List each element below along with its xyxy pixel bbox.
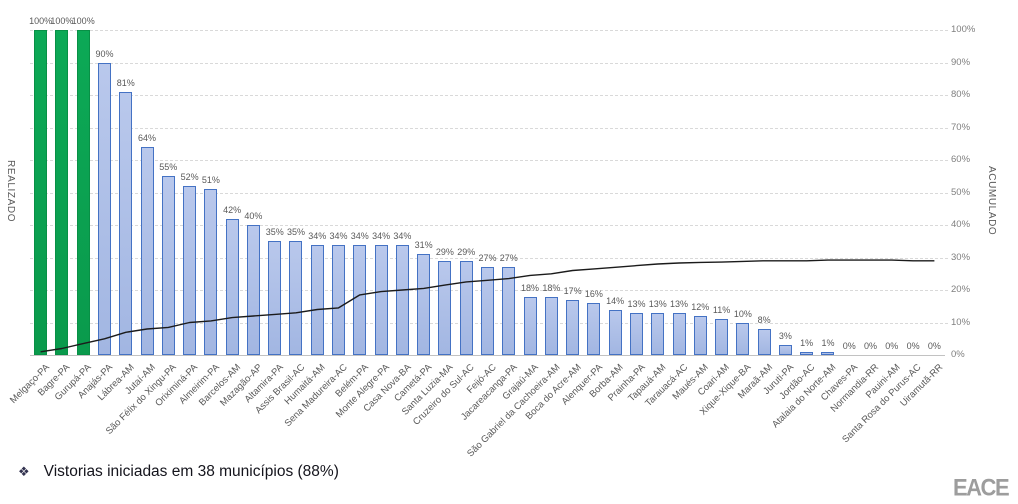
y-axis-tick-label: 20% xyxy=(951,284,971,295)
gridline xyxy=(30,30,948,31)
y-axis-tick-label: 50% xyxy=(951,186,971,198)
gridline xyxy=(30,257,948,259)
gridline xyxy=(30,95,948,96)
bar xyxy=(821,351,835,355)
y-axis-tick-label: 40% xyxy=(951,219,971,230)
bar xyxy=(332,244,346,355)
gridline xyxy=(30,192,948,194)
bar xyxy=(800,351,814,355)
bar-value-label: 40% xyxy=(244,211,263,221)
bar xyxy=(268,241,282,355)
annotation-text: Vistorias iniciadas em 38 municípios (88… xyxy=(43,463,339,480)
bar xyxy=(225,218,239,355)
bar-value-label: 34% xyxy=(350,230,369,241)
bar xyxy=(310,244,324,355)
bar xyxy=(395,244,409,355)
gridline xyxy=(30,225,948,226)
bar-value-label: 34% xyxy=(329,230,348,241)
bar xyxy=(736,322,750,355)
bar xyxy=(715,319,729,355)
bar-value-label: 34% xyxy=(393,230,412,241)
bar xyxy=(438,260,452,355)
bar-value-label: 100% xyxy=(71,16,95,26)
bar-value-label: 55% xyxy=(159,162,178,173)
bar xyxy=(289,241,303,355)
y-axis-tick-label: 60% xyxy=(951,154,971,165)
right-axis-title: ACUMULADO xyxy=(986,166,997,236)
bar xyxy=(672,312,686,355)
bar xyxy=(629,312,643,355)
left-axis-title: REALIZADO xyxy=(5,160,16,223)
bar-value-label: 90% xyxy=(95,48,114,59)
bar xyxy=(353,244,367,355)
y-axis-tick-label: 80% xyxy=(951,89,971,100)
bar-value-label: 42% xyxy=(223,204,242,215)
bar xyxy=(608,309,622,355)
bar-value-label: 64% xyxy=(138,133,157,143)
x-axis-line xyxy=(30,355,945,356)
eace-logo: EACE xyxy=(953,474,1010,501)
y-axis-tick-label: 30% xyxy=(951,251,971,263)
gridline xyxy=(30,160,948,161)
gridline xyxy=(30,127,948,129)
gridline xyxy=(30,62,948,64)
bar-value-label: 34% xyxy=(308,230,327,241)
bar xyxy=(544,296,558,355)
bar-green xyxy=(76,30,90,355)
bar xyxy=(587,303,601,355)
y-axis-tick-label: 0% xyxy=(951,349,965,360)
bar xyxy=(97,62,111,355)
bar xyxy=(481,267,494,355)
bar-value-label: 100% xyxy=(50,16,74,26)
y-axis-tick-label: 10% xyxy=(951,316,971,328)
bar-value-label: 29% xyxy=(435,246,454,257)
bar-value-label: 27% xyxy=(478,253,497,264)
bar xyxy=(417,254,431,355)
bar xyxy=(119,91,133,355)
bar xyxy=(374,244,388,355)
bar xyxy=(566,299,580,355)
bar-value-label: 0% xyxy=(927,341,941,351)
bar-value-label: 34% xyxy=(372,230,391,241)
bar-green xyxy=(34,30,48,355)
bar-value-label: 35% xyxy=(265,227,284,238)
bar-value-label: 51% xyxy=(201,175,220,186)
y-axis-tick-label: 90% xyxy=(951,56,971,68)
bar-green xyxy=(55,30,69,355)
annotation-row: ❖ Vistorias iniciadas em 38 municípios (… xyxy=(18,463,339,481)
bar-value-label: 29% xyxy=(457,246,476,257)
bar-value-label: 100% xyxy=(29,16,53,26)
y-axis-tick-label: 100% xyxy=(951,24,976,35)
bar xyxy=(161,176,175,355)
bar xyxy=(140,147,154,355)
diamond-bullet-icon: ❖ xyxy=(18,464,30,479)
bar xyxy=(246,225,260,355)
bar-value-label: 52% xyxy=(180,172,199,182)
bar-value-label: 81% xyxy=(116,77,135,88)
bar xyxy=(523,296,537,355)
bar-value-label: 35% xyxy=(286,227,305,238)
bar-value-label: 8% xyxy=(757,315,771,325)
y-axis-tick-label: 70% xyxy=(951,121,971,133)
bar xyxy=(502,267,516,355)
bar xyxy=(183,186,197,355)
bar xyxy=(651,312,665,355)
bar xyxy=(459,260,473,355)
bar-value-label: 27% xyxy=(499,253,518,264)
bar xyxy=(693,316,707,355)
bar-value-label: 31% xyxy=(414,240,433,251)
